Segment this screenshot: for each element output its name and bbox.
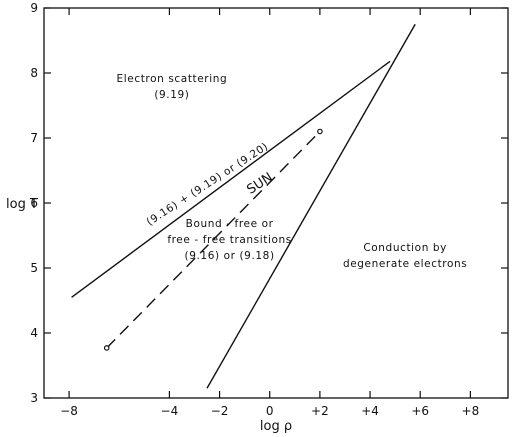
tick-labels: −8 −4 −2 0 +2 +4 +6 +8 3 4 5 6 7 8 9	[30, 1, 479, 418]
series-endpoint-marker	[103, 345, 110, 351]
y-tick-label: 7	[30, 131, 38, 145]
x-tick-label: −8	[60, 404, 78, 418]
x-tick-label: −2	[211, 404, 229, 418]
x-tick-label: 0	[266, 404, 274, 418]
annotation-text: Bound - free or	[186, 218, 274, 230]
series-line-boundary-scatter	[71, 60, 391, 298]
x-tick-label: +6	[411, 404, 429, 418]
x-tick-label: −4	[161, 404, 179, 418]
y-tick-label: 3	[30, 391, 38, 405]
annotation-bound-free: Bound - free or free - free transitions (9…	[167, 218, 292, 262]
x-tick-label: +8	[462, 404, 480, 418]
series-line-sun	[106, 131, 321, 349]
annotation-text: free - free transitions	[167, 234, 292, 246]
y-tick-label: 6	[30, 196, 38, 210]
annotation-text: degenerate electrons	[343, 258, 467, 270]
x-tick-label: +2	[311, 404, 329, 418]
x-axis-label: log ρ	[260, 419, 292, 434]
annotation-text: Conduction by	[363, 242, 447, 254]
series-line-boundary-degenerate	[206, 23, 416, 389]
annotation-electron-scattering: Electron scattering (9.19)	[117, 73, 228, 101]
y-tick-label: 4	[30, 326, 38, 340]
plot-frame	[43, 7, 509, 399]
x-tick-label: +4	[361, 404, 379, 418]
annotation-text: SUN	[244, 170, 275, 198]
y-tick-label: 9	[30, 1, 38, 15]
annotation-text: Electron scattering	[117, 73, 228, 85]
series-lines	[71, 23, 416, 389]
y-tick-label: 5	[30, 261, 38, 275]
annotation-text: (9.19)	[154, 89, 189, 101]
annotation-sun-label: SUN	[244, 170, 275, 198]
tick-marks	[44, 7, 508, 399]
y-axis-label: log T	[6, 197, 38, 212]
series-endpoint-marker	[317, 128, 323, 135]
annotation-conduction: Conduction by degenerate electrons	[343, 242, 467, 270]
annotation-text: (9.16) or (9.18)	[185, 250, 275, 262]
y-tick-label: 8	[30, 66, 38, 80]
